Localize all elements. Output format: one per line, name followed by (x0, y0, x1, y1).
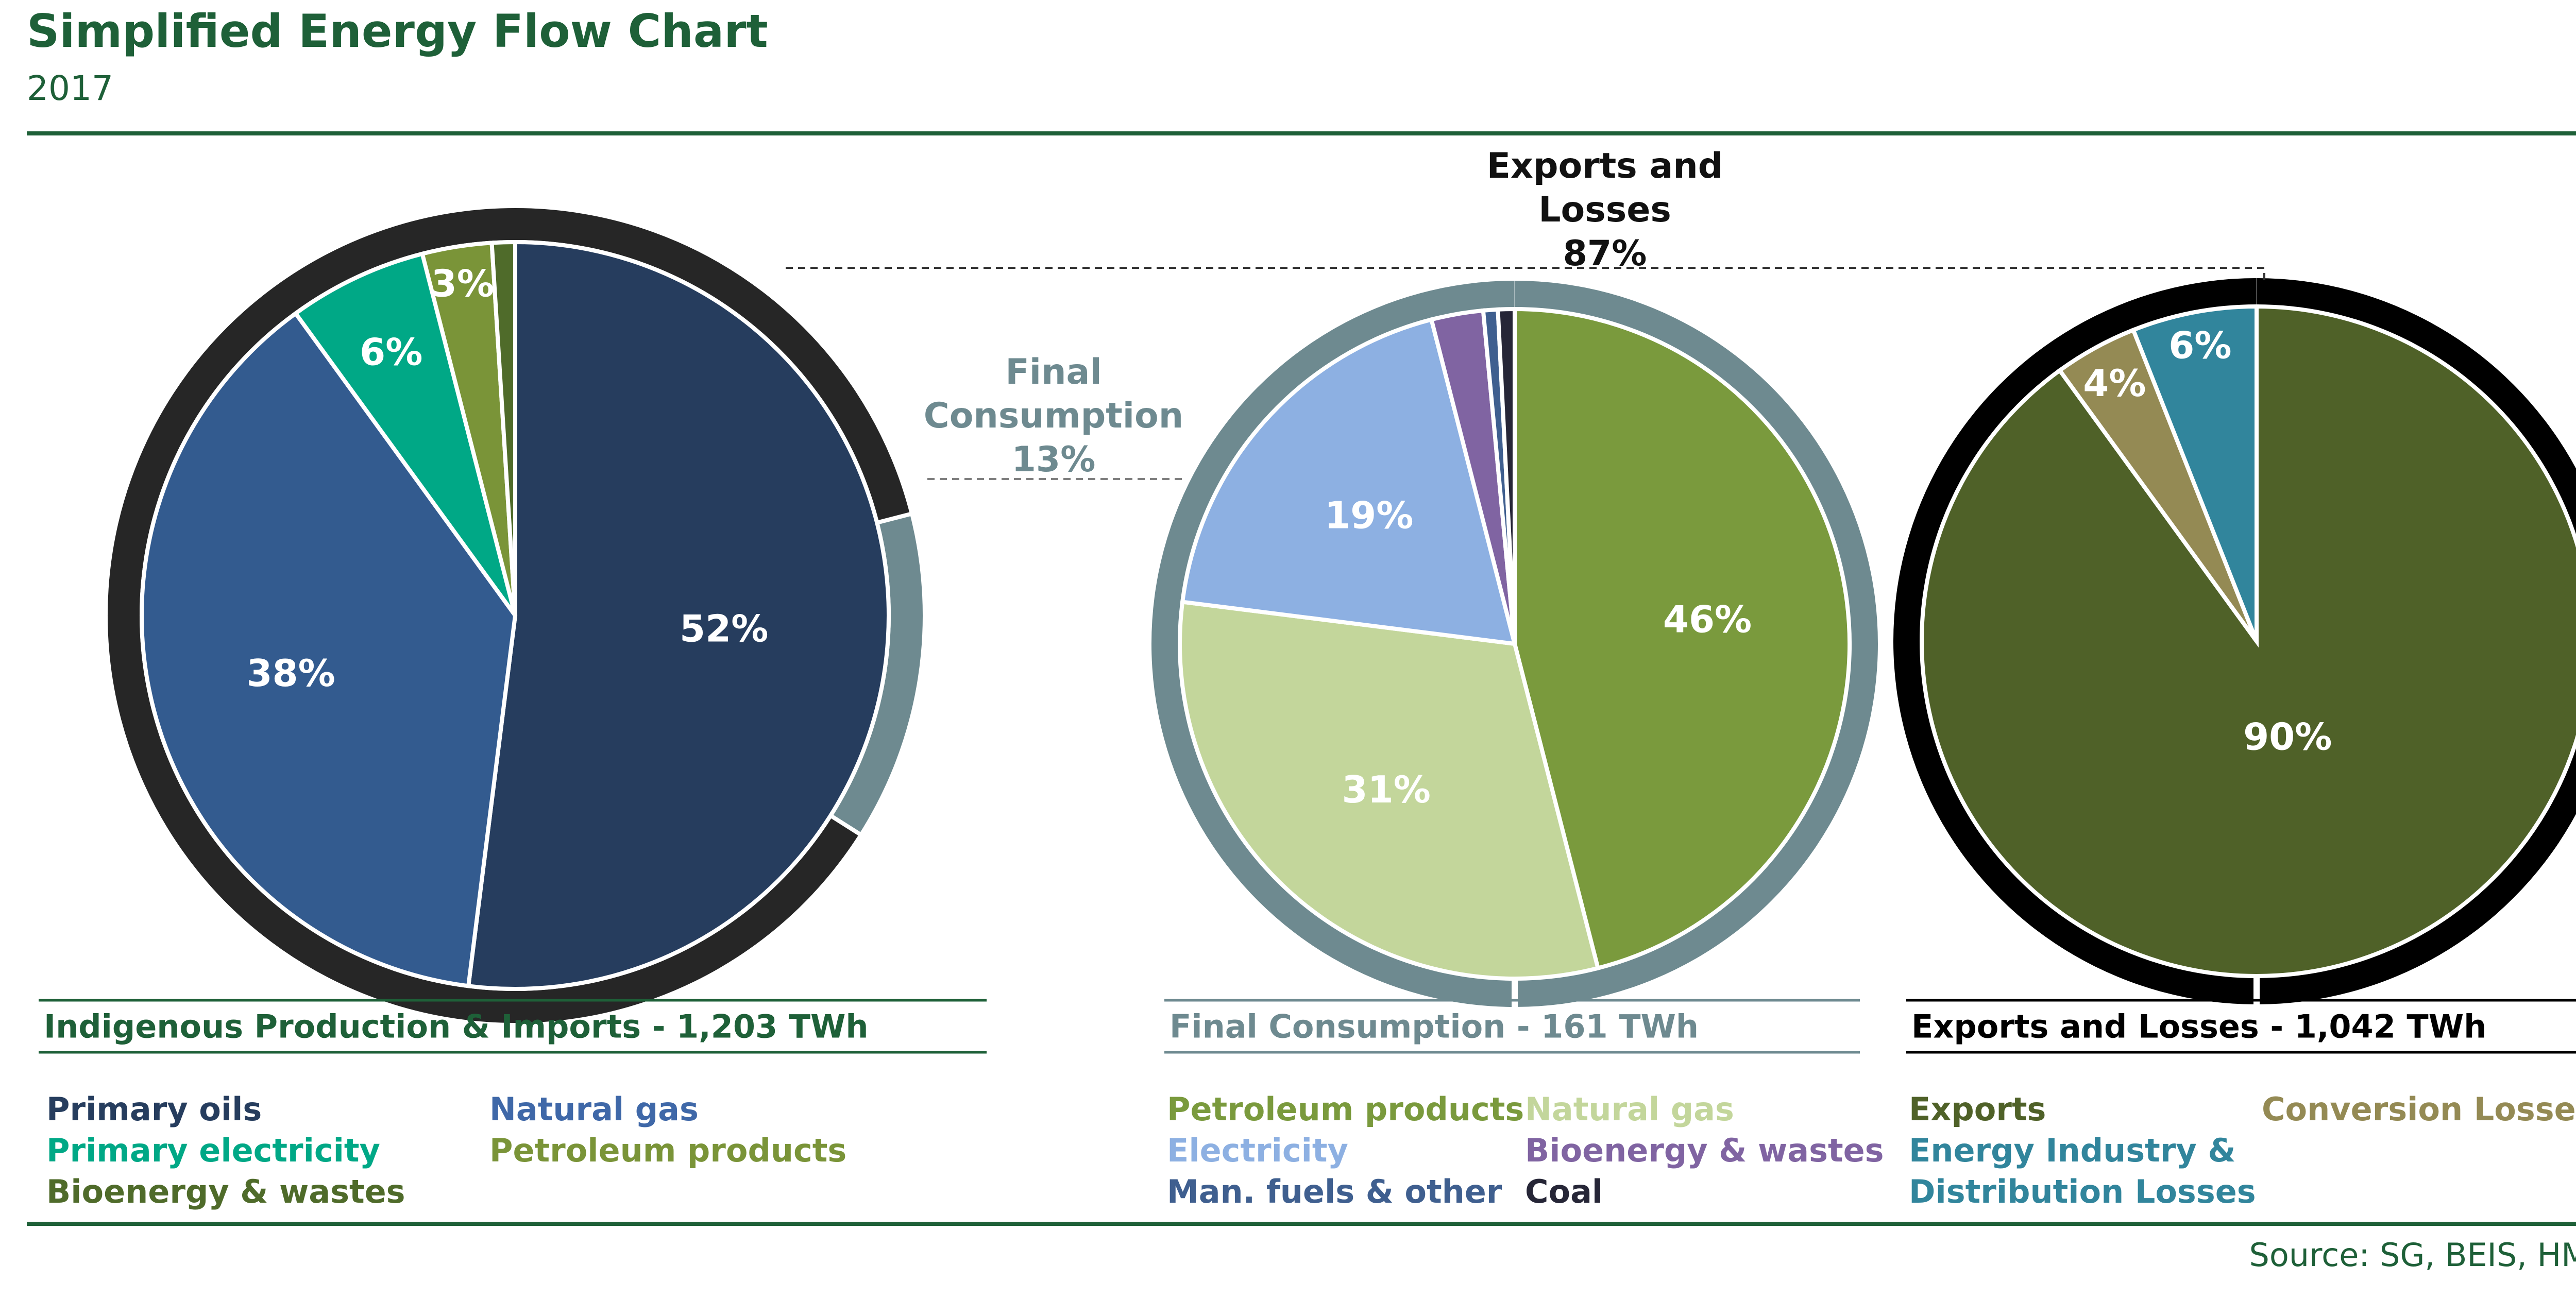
slice-label-petroleum-products: 3% (431, 262, 494, 305)
page-subtitle: 2017 (27, 69, 113, 108)
slice-label-electricity: 19% (1325, 494, 1413, 537)
exports-losses-annotation-line: Losses (1538, 190, 1671, 230)
pie-slice-bioenergy-and-wastes (489, 240, 517, 616)
legend-item-natural-gas: Natural gas (489, 1090, 699, 1128)
slice-label-natural-gas: 31% (1342, 768, 1431, 811)
legend-item-bioenergy-and-wastes: Bioenergy & wastes (46, 1173, 405, 1210)
section-header-exports: Exports and Losses - 1,042 TWh (1911, 1008, 2486, 1046)
final-consumption-annotation-line: 13% (1012, 439, 1096, 480)
pie-slice-primary-oils (466, 240, 891, 991)
final-consumption-pie: 46% 31% 19% (1151, 281, 1878, 1009)
section-header-production: Indigenous Production & Imports - 1,203 … (44, 1008, 869, 1046)
slice-label-primary-oils: 52% (680, 607, 768, 650)
pie-slice-primary-electricity (293, 251, 517, 617)
slice-label-energy-industry-and-distribution-losses: 6% (2168, 323, 2231, 367)
section-header-final: Final Consumption - 161 TWh (1170, 1008, 1699, 1046)
final-consumption-annotation-line: Final (1005, 352, 1101, 392)
slice-label-natural-gas: 38% (246, 652, 335, 695)
legend-item-electricity: Electricity (1167, 1132, 1348, 1169)
pie-slice-natural-gas (140, 310, 518, 988)
slice-label-primary-electricity: 6% (360, 330, 422, 373)
legend-item-bioenergy-and-wastes: Bioenergy & wastes (1525, 1132, 1884, 1169)
pie-slice-energy-industry-and-distribution-losses (2130, 304, 2259, 642)
legend-item-primary-oils: Primary oils (46, 1090, 262, 1128)
legend-item-coal: Coal (1525, 1173, 1603, 1210)
pie-slice-electricity (1180, 317, 1518, 646)
production-pie: 52% 38% 6%3% (104, 204, 927, 1028)
legend-item-petroleum-products: Petroleum products (489, 1132, 846, 1169)
page-title: Simplified Energy Flow Chart (27, 5, 768, 58)
legend-item-man-fuels-and-other: Man. fuels & other (1167, 1173, 1502, 1210)
legend-item-natural-gas: Natural gas (1525, 1090, 1734, 1128)
exports-losses-pie: 90% 4% 6% (1893, 278, 2576, 1006)
legend-item-primary-electricity: Primary electricity (46, 1132, 380, 1169)
legend-item-energy-industry-and: Energy Industry & (1909, 1132, 2235, 1169)
legend-item-distribution-losses: Distribution Losses (1909, 1173, 2256, 1210)
pie-slice-petroleum-products (1513, 306, 1852, 971)
slice-label-exports: 4% (2083, 362, 2146, 405)
legend-item-petroleum-products: Petroleum products (1167, 1090, 1524, 1128)
final-consumption-annotation-line: Consumption (924, 396, 1183, 436)
exports-losses-connector (786, 267, 2265, 281)
slice-label-conversion-losses: 90% (2243, 715, 2332, 758)
exports-losses-annotation-line: Exports and (1487, 146, 1723, 186)
source-note: Source: SG, BEIS, HMRC (2249, 1236, 2576, 1274)
pie-slice-conversion-losses (1920, 304, 2576, 978)
legend-item-exports: Exports (1909, 1090, 2046, 1128)
legend-item-conversion-losses: Conversion Losses (2262, 1090, 2576, 1128)
top-divider (27, 131, 2576, 135)
pie-slice-natural-gas (1178, 600, 1601, 981)
slice-label-petroleum-products: 46% (1663, 598, 1752, 641)
legends: Indigenous Production & Imports - 1,203 … (39, 999, 2576, 1210)
bottom-divider (27, 1222, 2576, 1226)
pie-slice-coal (1496, 306, 1517, 644)
